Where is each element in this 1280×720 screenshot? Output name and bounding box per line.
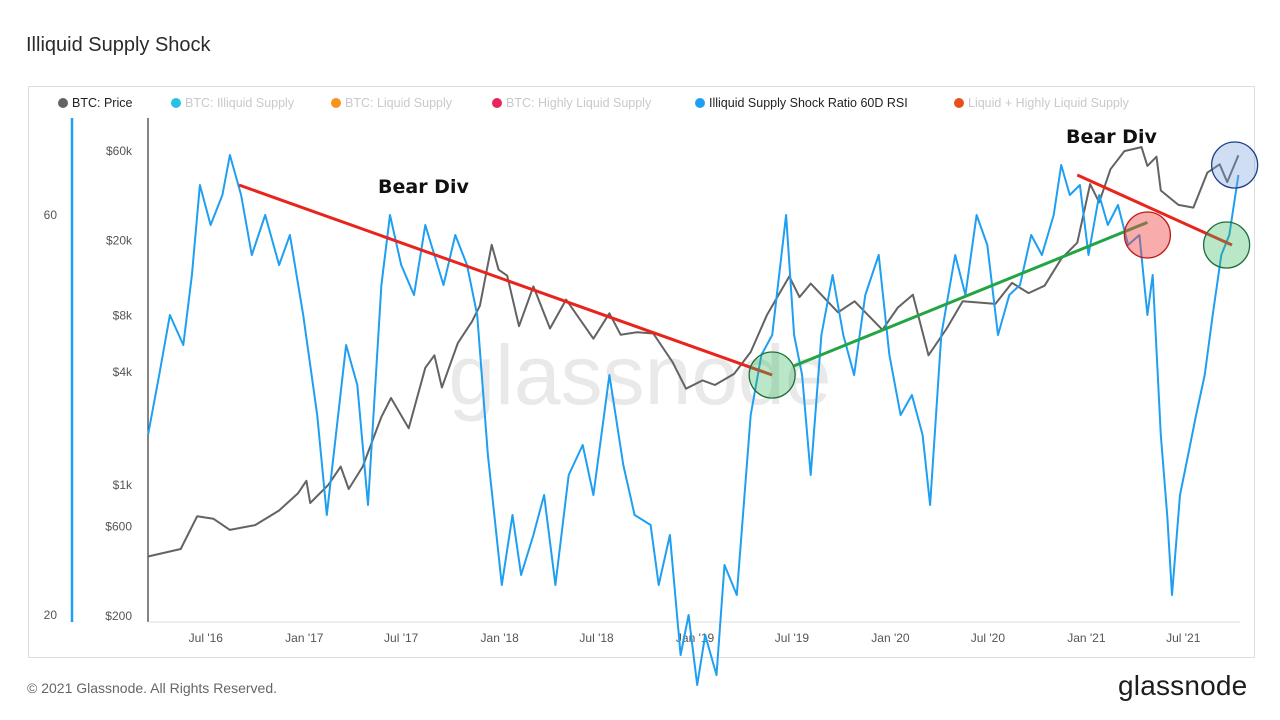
annotation-bear-div: Bear Div: [378, 176, 469, 198]
x-tick-label: Jan '18: [481, 631, 520, 645]
legend-dot-icon: [492, 98, 502, 108]
x-tick-label: Jul '20: [971, 631, 1006, 645]
trendline: [793, 221, 1148, 368]
x-tick-label: Jan '21: [1067, 631, 1106, 645]
highlight-circle: [1210, 141, 1259, 189]
chart-panel: [28, 86, 1255, 658]
x-tick-label: Jul '16: [189, 631, 224, 645]
legend-dot-icon: [331, 98, 341, 108]
x-tick-label: Jan '17: [285, 631, 324, 645]
x-tick-label: Jul '21: [1166, 631, 1201, 645]
x-tick-label: Jul '19: [775, 631, 810, 645]
legend-label: BTC: Illiquid Supply: [185, 96, 295, 110]
legend-dot-icon: [171, 98, 181, 108]
legend-label: BTC: Highly Liquid Supply: [506, 96, 652, 110]
legend-dot-icon: [695, 98, 705, 108]
x-tick-label: Jul '17: [384, 631, 419, 645]
legend-label: BTC: Liquid Supply: [345, 96, 453, 110]
x-tick-label: Jul '18: [579, 631, 614, 645]
y-tick-label: $4k: [113, 365, 133, 379]
rsi-tick-label: 60: [44, 208, 58, 222]
legend-item-rsi[interactable]: Illiquid Supply Shock Ratio 60D RSI: [695, 96, 908, 110]
highlight-circle: [1123, 211, 1172, 259]
glassnode-logo: glassnode: [1118, 670, 1248, 701]
trendline: [238, 183, 773, 377]
page-title: Illiquid Supply Shock: [26, 34, 211, 56]
legend-item-highly-liquid-supply[interactable]: BTC: Highly Liquid Supply: [492, 96, 651, 110]
y-tick-label: $600: [105, 519, 132, 533]
price-series-line: [147, 146, 1240, 558]
x-tick-label: Jan '19: [676, 631, 715, 645]
legend-item-liquid-highly-liquid[interactable]: Liquid + Highly Liquid Supply: [954, 96, 1129, 110]
y-tick-label: $60k: [106, 144, 133, 158]
legend-dot-icon: [58, 98, 68, 108]
y-tick-label: $20k: [106, 234, 133, 248]
legend-item-illiquid-supply[interactable]: BTC: Illiquid Supply: [171, 96, 294, 110]
legend-label: Illiquid Supply Shock Ratio 60D RSI: [709, 96, 908, 110]
legend-label: BTC: Price: [72, 96, 133, 110]
y-tick-label: $8k: [113, 308, 133, 322]
copyright-text: © 2021 Glassnode. All Rights Reserved.: [27, 680, 278, 696]
legend-label: Liquid + Highly Liquid Supply: [968, 96, 1129, 110]
y-tick-label: $200: [105, 609, 132, 623]
rsi-tick-label: 20: [44, 608, 58, 622]
rsi-series-line: [147, 154, 1240, 686]
legend-item-liquid-supply[interactable]: BTC: Liquid Supply: [331, 96, 452, 110]
annotation-bear-div: Bear Div: [1066, 126, 1157, 148]
highlight-circle: [1202, 221, 1251, 269]
x-tick-label: Jan '20: [871, 631, 910, 645]
legend-dot-icon: [954, 98, 964, 108]
legend-item-btc-price[interactable]: BTC: Price: [58, 96, 132, 110]
y-tick-label: $1k: [113, 478, 133, 492]
highlight-circle: [748, 351, 796, 399]
